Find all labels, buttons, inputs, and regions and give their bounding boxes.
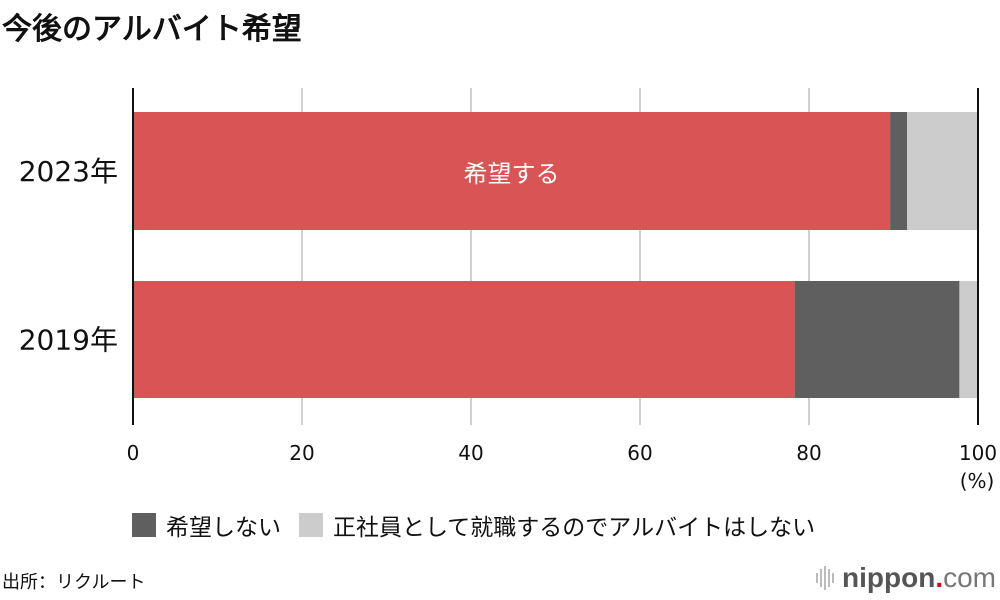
legend-item-full-time: 正社員として就職するのでアルバイトはしない — [299, 508, 815, 542]
logo-dot: . — [935, 562, 944, 593]
x-tick-label: 80 — [796, 441, 821, 465]
legend-label: 希望しない — [166, 515, 281, 541]
legend-label: 正社員として就職するのでアルバイトはしない — [333, 515, 816, 541]
nippon-logo: nippon. com — [816, 562, 996, 594]
logo-suffix: com — [943, 562, 996, 593]
x-tick-label: 0 — [127, 441, 140, 465]
bar-segment — [907, 112, 978, 230]
legend-swatch — [132, 513, 156, 537]
x-unit-label: (%) — [960, 469, 995, 493]
bar-segment — [959, 281, 978, 398]
legend-item-not-wanted: 希望しない — [132, 508, 281, 542]
bar-segment — [890, 112, 908, 230]
category-label: 2023年 — [19, 155, 118, 188]
bar-segment — [794, 281, 960, 398]
legend: 希望しない 正社員として就職するのでアルバイトはしない — [132, 508, 833, 542]
x-tick-label: 20 — [289, 441, 314, 465]
category-label: 2019年 — [19, 324, 118, 357]
logo-bars-icon — [816, 566, 835, 590]
chart-title: 今後のアルバイト希望 — [2, 12, 302, 47]
x-tick-label: 40 — [458, 441, 483, 465]
source-note: 出所：リクルート — [2, 572, 146, 593]
inline-series-label: 希望する — [464, 160, 560, 188]
bar-segment — [133, 281, 795, 398]
x-tick-label: 100 — [959, 441, 997, 465]
legend-swatch — [299, 513, 323, 537]
bar-segment — [133, 112, 891, 230]
x-tick-label: 60 — [627, 441, 652, 465]
logo-main: nippon — [842, 562, 936, 593]
